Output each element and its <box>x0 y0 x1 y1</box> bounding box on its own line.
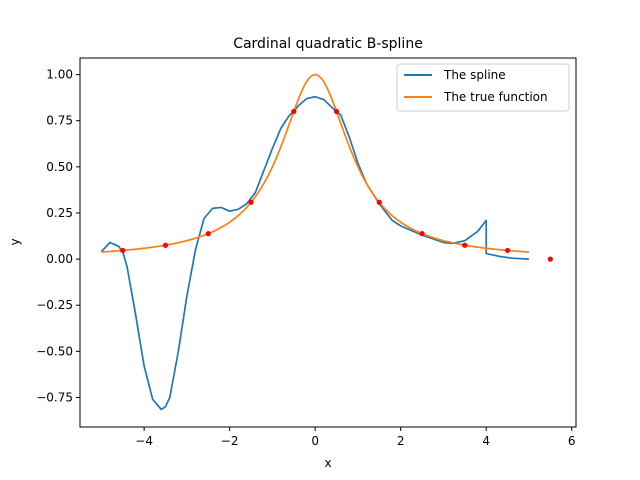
sample-point <box>333 108 340 115</box>
x-tick-label: 4 <box>482 434 490 448</box>
sample-point <box>205 231 211 237</box>
legend-label-true-function: The true function <box>443 90 548 104</box>
sample-point <box>291 108 297 115</box>
y-tick-label: −0.75 <box>36 390 73 404</box>
plot-area <box>100 73 553 411</box>
y-tick-label: 1.00 <box>46 68 73 82</box>
sample-point <box>376 199 382 205</box>
sample-point <box>462 242 468 248</box>
x-axis: −4 −2 0 2 4 6 <box>135 427 576 448</box>
x-axis-label: x <box>324 456 331 470</box>
x-tick-label: 2 <box>397 434 405 448</box>
legend-label-spline: The spline <box>443 68 506 82</box>
sample-point <box>162 242 169 248</box>
x-tick-label: −4 <box>135 434 153 448</box>
sample-point <box>120 247 126 254</box>
y-tick-label: −0.50 <box>36 344 73 358</box>
sample-point <box>248 199 254 205</box>
legend: The spline The true function <box>396 63 570 112</box>
series-line-true-function <box>101 73 530 253</box>
y-tick-label: 0.00 <box>46 252 73 266</box>
x-tick-label: 0 <box>311 434 319 448</box>
y-tick-label: 0.25 <box>46 206 73 220</box>
series-line-spline <box>100 95 530 411</box>
x-tick-label: −2 <box>221 434 239 448</box>
axes-frame <box>79 57 577 428</box>
y-tick-label: 0.50 <box>46 160 73 174</box>
y-tick-label: −0.25 <box>36 298 73 312</box>
y-axis-label: y <box>8 238 22 245</box>
x-tick-label: 6 <box>568 434 576 448</box>
y-axis: −0.75 −0.50 −0.25 0.00 0.25 0.50 0.75 1.00 <box>36 68 80 404</box>
y-tick-label: 0.75 <box>46 114 73 128</box>
legend-box <box>396 63 570 112</box>
chart-title: Cardinal quadratic B-spline <box>233 36 423 52</box>
sample-point <box>547 256 553 262</box>
sample-point <box>504 247 511 254</box>
sample-point <box>419 231 425 237</box>
